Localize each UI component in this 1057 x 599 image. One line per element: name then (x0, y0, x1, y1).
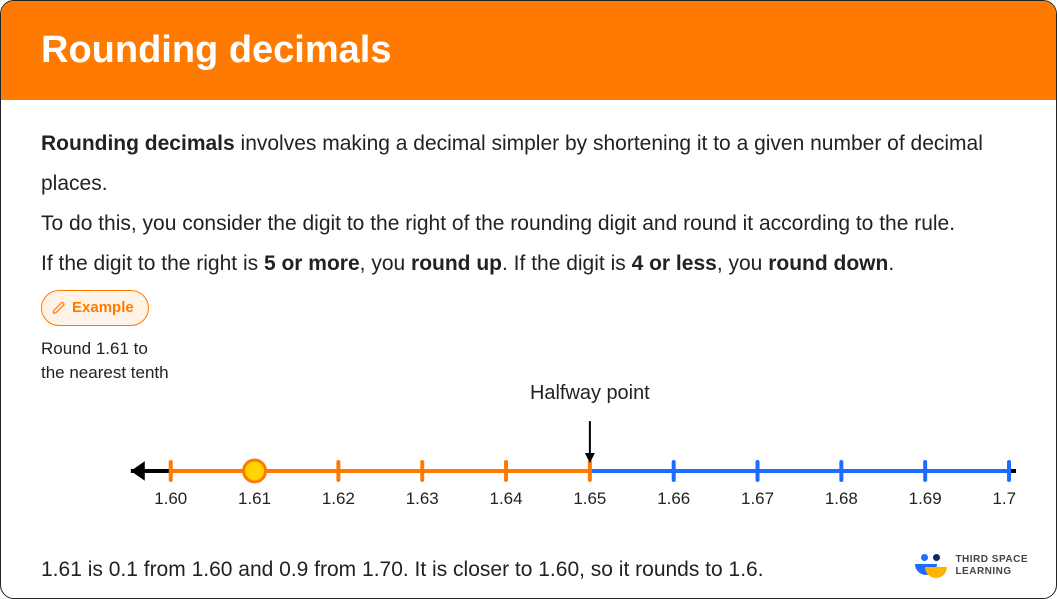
logo-arc-2 (925, 567, 947, 578)
svg-text:1.67: 1.67 (741, 489, 774, 508)
svg-text:1.61: 1.61 (238, 489, 271, 508)
numberline-svg: 1.60 1.61 1.62 1.63 1.64 1.65 1.66 1.67 1.68 1.69… (41, 371, 1016, 531)
header-bar: Rounding decimals (1, 1, 1056, 100)
pencil-icon (52, 301, 66, 315)
example-badge: Example (41, 290, 149, 327)
t: If the digit to the right is (41, 252, 264, 275)
svg-text:Halfway point: Halfway point (530, 382, 650, 404)
svg-text:1.70: 1.70 (993, 489, 1016, 508)
t: round down (768, 252, 888, 275)
t: 5 or more (264, 252, 360, 275)
svg-text:1.62: 1.62 (322, 489, 355, 508)
t: 4 or less (632, 252, 717, 275)
svg-text:1.60: 1.60 (154, 489, 187, 508)
svg-text:1.68: 1.68 (825, 489, 858, 508)
logo-line-2: LEARNING (955, 566, 1028, 578)
logo-dot-1 (921, 554, 928, 561)
example-badge-label: Example (72, 294, 134, 323)
svg-text:1.69: 1.69 (909, 489, 942, 508)
brand-logo: THIRD SPACE LEARNING (913, 554, 1028, 578)
logo-mark (913, 554, 947, 578)
svg-text:1.64: 1.64 (490, 489, 523, 508)
body-content: Rounding decimals involves making a deci… (1, 100, 1056, 384)
t: , you (717, 252, 768, 275)
logo-text: THIRD SPACE LEARNING (955, 554, 1028, 578)
svg-text:1.63: 1.63 (406, 489, 439, 508)
numberline-diagram: 1.60 1.61 1.62 1.63 1.64 1.65 1.66 1.67 1.68 1.69… (41, 371, 1016, 531)
svg-text:1.66: 1.66 (657, 489, 690, 508)
prompt-line-1: Round 1.61 to (41, 337, 1016, 361)
t: . (888, 252, 894, 275)
t: . If the digit is (502, 252, 632, 275)
logo-dot-2 (933, 554, 940, 561)
conclusion-text: 1.61 is 0.1 from 1.60 and 0.9 from 1.70.… (41, 558, 764, 582)
logo-line-1: THIRD SPACE (955, 554, 1028, 566)
intro-paragraph-2: To do this, you consider the digit to th… (41, 204, 1016, 244)
svg-text:1.65: 1.65 (573, 489, 606, 508)
intro-paragraph-3: If the digit to the right is 5 or more, … (41, 244, 1016, 284)
page-title: Rounding decimals (41, 29, 1016, 72)
t: round up (411, 252, 502, 275)
intro-strong: Rounding decimals (41, 132, 235, 155)
lesson-card: Rounding decimals Rounding decimals invo… (0, 0, 1057, 599)
t: , you (360, 252, 411, 275)
intro-paragraph-1: Rounding decimals involves making a deci… (41, 124, 1016, 204)
